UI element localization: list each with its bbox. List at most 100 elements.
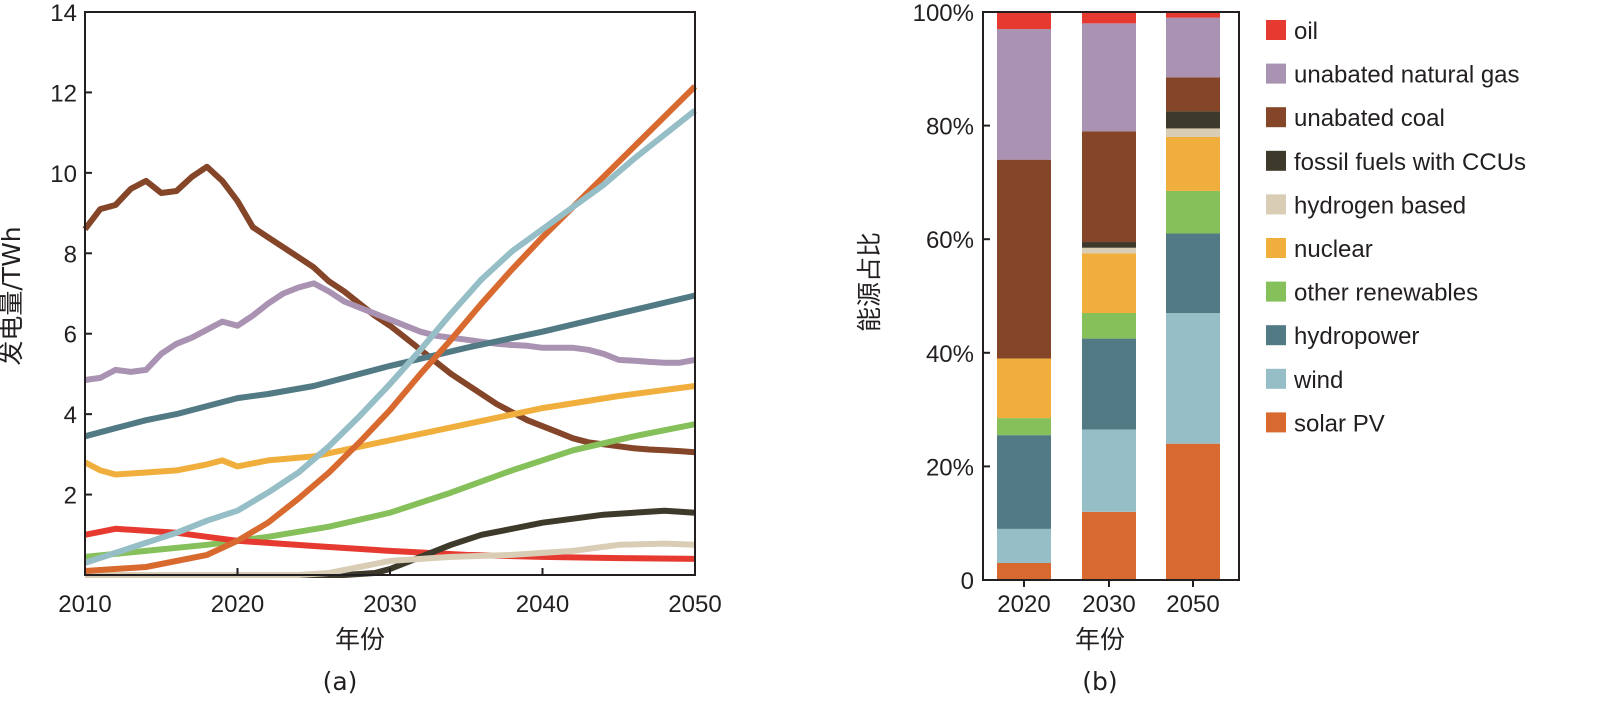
line-chart-x-tick-label: 2010 xyxy=(58,591,111,618)
legend-item-unabated-coal: unabated coal xyxy=(1266,105,1445,132)
bar-chart-x-tick-label: 2050 xyxy=(1166,591,1219,618)
bar-chart-x-tick-label: 2020 xyxy=(997,591,1050,618)
bar-chart-y-tick-label: 80% xyxy=(926,114,974,141)
bar-segment-unabated-natural-gas-2050 xyxy=(1166,17,1220,78)
bar-chart-x-axis-label: 年份 xyxy=(1075,625,1125,654)
bar-chart-y-axis-label: 能源占比 xyxy=(855,232,884,332)
line-series-hydrogen-based xyxy=(85,540,696,578)
bar-chart-y-tick-label: 40% xyxy=(926,341,974,368)
legend-swatch xyxy=(1266,325,1286,346)
legend-swatch xyxy=(1266,20,1286,40)
bar-segment-other-renewables-2020 xyxy=(997,418,1051,436)
bar-segment-unabated-natural-gas-2020 xyxy=(997,29,1051,160)
bar-segment-unabated-coal-2020 xyxy=(997,159,1051,359)
legend-item-wind: wind xyxy=(1266,367,1343,394)
line-chart-frame xyxy=(84,11,696,576)
legend-label: fossil fuels with CCUs xyxy=(1294,149,1526,176)
line-chart-y-tick-label: 10 xyxy=(50,161,77,188)
bar-segment-nuclear-2030 xyxy=(1082,253,1136,314)
bar-segment-fossil-fuels-with-ccus-2050 xyxy=(1166,111,1220,129)
bar-segment-hydropower-2020 xyxy=(997,435,1051,529)
legend-item-solar-pv: solar PV xyxy=(1266,410,1385,437)
legend-item-hydrogen-based: hydrogen based xyxy=(1266,192,1466,219)
legend-swatch xyxy=(1266,238,1286,258)
bar-segment-hydrogen-based-2050 xyxy=(1166,128,1220,137)
line-series-other-renewables xyxy=(84,421,696,560)
bar-segment-hydrogen-based-2030 xyxy=(1082,247,1136,254)
legend-item-oil: oil xyxy=(1266,18,1318,45)
bar-segment-other-renewables-2030 xyxy=(1082,313,1136,339)
line-series-fossil-fuels-with-ccus xyxy=(85,507,696,578)
bar-segment-solar-pv-2030 xyxy=(1082,511,1136,580)
panel-a-label: (a) xyxy=(323,667,358,696)
bar-segment-solar-pv-2050 xyxy=(1166,443,1220,580)
bar-chart-x-ticks: 2020 2030 2050 xyxy=(997,580,1220,618)
line-chart-x-ticks: 2010 2020 2030 2040 2050 xyxy=(58,568,722,618)
legend-swatch xyxy=(1266,194,1286,215)
line-chart-y-tick-label: 14 xyxy=(50,0,77,27)
bar-segment-wind-2030 xyxy=(1082,429,1136,512)
stacked-bar-group xyxy=(997,12,1220,580)
line-series-nuclear xyxy=(83,383,696,478)
legend-swatch xyxy=(1266,107,1286,128)
line-chart-x-tick-label: 2040 xyxy=(516,591,569,618)
bar-segment-hydropower-2030 xyxy=(1082,338,1136,430)
bar-chart-y-tick-label: 60% xyxy=(926,227,974,254)
legend-label: solar PV xyxy=(1294,410,1385,437)
legend: oil unabated natural gas unabated coal foss… xyxy=(1266,18,1526,437)
line-chart-x-tick-label: 2050 xyxy=(668,591,721,618)
bar-chart-y-tick-label: 0 xyxy=(961,568,974,595)
line-chart-y-tick-label: 4 xyxy=(64,402,77,429)
bar-segment-oil-2030 xyxy=(1082,12,1136,24)
bar-chart-y-tick-label: 100% xyxy=(913,0,974,27)
bar-segment-wind-2050 xyxy=(1166,313,1220,444)
legend-label: nuclear xyxy=(1294,236,1373,263)
line-chart-x-tick-label: 2030 xyxy=(363,591,416,618)
bar-segment-nuclear-2020 xyxy=(997,358,1051,419)
bar-segment-hydropower-2050 xyxy=(1166,233,1220,314)
line-series-unabated-natural-gas xyxy=(84,280,696,383)
line-series-group xyxy=(82,84,698,578)
stacked-bar-panel: 0 20% 40% 60% 80% 100% 2020 2030 2050 年份 能源占比 (… xyxy=(855,0,1526,696)
legend-label: unabated natural gas xyxy=(1294,62,1520,89)
line-chart-panel: 2010 2020 2030 2040 2050 2 4 6 8 10 12 14 年份 发电量/T… xyxy=(0,0,722,696)
panel-b-label: (b) xyxy=(1082,667,1117,696)
legend-label: oil xyxy=(1294,18,1318,45)
bar-segment-oil-2020 xyxy=(997,12,1051,30)
bar-segment-oil-2050 xyxy=(1166,12,1220,18)
line-chart-y-tick-label: 12 xyxy=(50,80,77,107)
line-series-wind xyxy=(84,108,697,566)
line-series-oil xyxy=(84,525,696,562)
legend-item-nuclear: nuclear xyxy=(1266,236,1373,263)
bar-segment-wind-2020 xyxy=(997,528,1051,563)
line-series-solar-pv xyxy=(84,84,698,574)
line-chart-y-tick-label: 2 xyxy=(64,483,77,510)
bar-segment-unabated-coal-2050 xyxy=(1166,77,1220,112)
bar-segment-solar-pv-2020 xyxy=(997,562,1051,580)
line-chart-y-ticks: 2 4 6 8 10 12 14 xyxy=(50,0,92,510)
line-series-hydropower xyxy=(84,292,696,440)
bar-segment-unabated-natural-gas-2030 xyxy=(1082,23,1136,132)
legend-swatch xyxy=(1266,281,1286,302)
legend-swatch xyxy=(1266,150,1286,171)
bar-segment-unabated-coal-2030 xyxy=(1082,131,1136,243)
bar-segment-nuclear-2050 xyxy=(1166,136,1220,191)
line-chart-x-tick-label: 2020 xyxy=(211,591,264,618)
legend-item-hydropower: hydropower xyxy=(1266,323,1419,350)
legend-label: hydrogen based xyxy=(1294,192,1466,219)
legend-label: hydropower xyxy=(1294,323,1419,350)
legend-item-unabated-natural-gas: unabated natural gas xyxy=(1266,62,1520,89)
line-chart-y-tick-label: 6 xyxy=(64,322,77,349)
legend-swatch xyxy=(1266,63,1286,84)
legend-label: unabated coal xyxy=(1294,105,1445,132)
legend-swatch xyxy=(1266,412,1286,433)
bar-segment-other-renewables-2050 xyxy=(1166,190,1220,234)
legend-swatch xyxy=(1266,368,1286,389)
bar-chart-frame xyxy=(982,11,1240,581)
bar-segment-fossil-fuels-with-ccus-2030 xyxy=(1082,242,1136,248)
legend-label: other renewables xyxy=(1294,280,1478,307)
bar-chart-y-tick-label: 20% xyxy=(926,454,974,481)
line-chart-x-axis-label: 年份 xyxy=(335,625,385,654)
legend-item-other-renewables: other renewables xyxy=(1266,280,1478,307)
